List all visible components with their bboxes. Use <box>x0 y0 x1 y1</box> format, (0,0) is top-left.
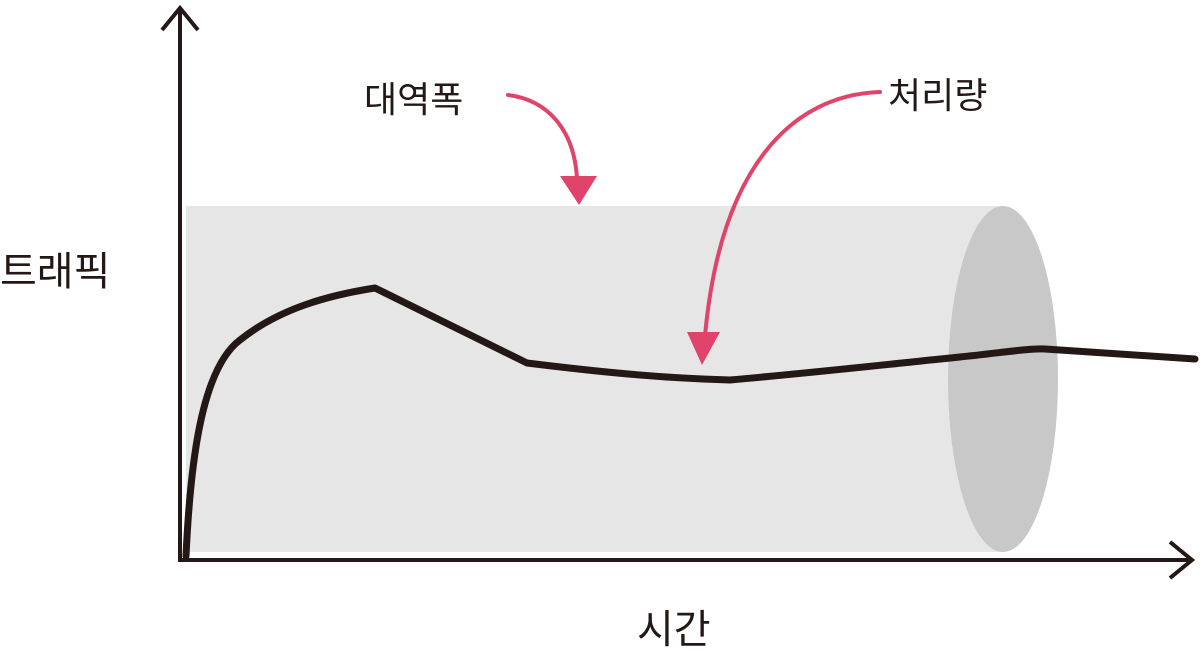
bandwidth-pipe-body <box>186 206 1004 552</box>
throughput-pointer-line <box>703 90 882 338</box>
throughput-pointer-head <box>687 332 720 365</box>
x-axis-arrowhead <box>1168 540 1196 580</box>
bandwidth-pipe-end <box>948 206 1058 552</box>
bandwidth-pointer-line <box>506 93 579 180</box>
bandwidth-pointer-head <box>560 176 597 205</box>
x-axis-label: 시간 <box>637 607 711 650</box>
throughput-label: 처리량 <box>888 76 987 117</box>
y-axis-arrowhead <box>160 4 200 32</box>
throughput-curve <box>182 284 1199 560</box>
y-axis-label: 트래픽 <box>0 249 110 295</box>
bandwidth-label: 대역폭 <box>364 80 463 121</box>
